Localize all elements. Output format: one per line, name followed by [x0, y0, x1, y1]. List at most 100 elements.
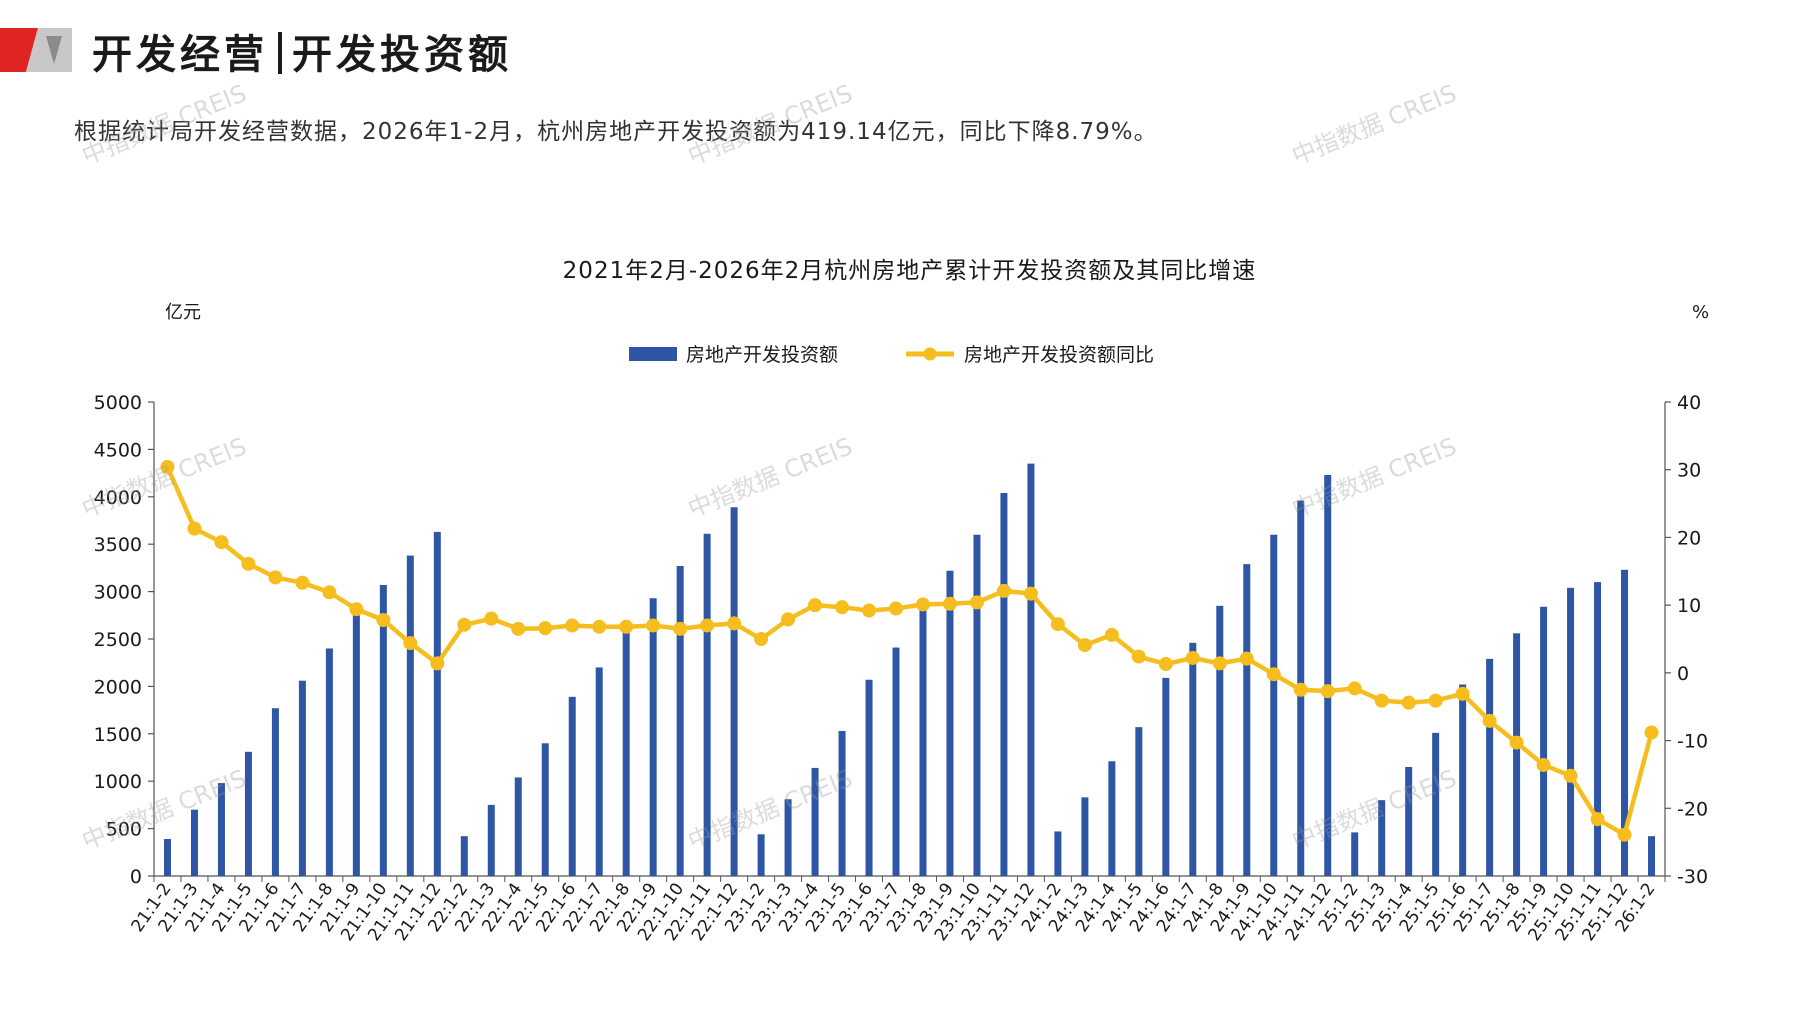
bar [1000, 493, 1008, 876]
bar [1567, 587, 1575, 876]
yoy-point [1509, 735, 1524, 750]
bar [1189, 642, 1197, 876]
y-right-tick-label: 0 [1677, 663, 1689, 685]
yoy-point [1131, 649, 1146, 664]
y-right-tick-label: -30 [1677, 866, 1708, 888]
bar [973, 534, 981, 876]
bar [568, 696, 576, 876]
bar [757, 834, 765, 876]
y-tick-label: 2500 [94, 629, 142, 651]
bar [649, 598, 657, 876]
yoy-point [862, 603, 877, 618]
bar [1486, 658, 1494, 876]
yoy-point [268, 570, 283, 585]
bar [541, 743, 549, 876]
bar [703, 533, 711, 876]
bar [919, 604, 927, 876]
y-tick-label: 500 [106, 819, 142, 841]
bar [1378, 800, 1386, 876]
legend-swatch-marker [923, 347, 937, 361]
yoy-line [165, 466, 1654, 837]
bar [1324, 474, 1332, 876]
bar [1027, 463, 1035, 876]
bar [1459, 684, 1467, 876]
legend-label-line: 房地产开发投资额同比 [964, 344, 1154, 366]
yoy-point [1617, 827, 1632, 842]
yoy-point [1428, 693, 1443, 708]
yoy-point [1347, 681, 1362, 696]
yoy-point [835, 600, 850, 615]
y-axis-label: 亿元 [165, 302, 201, 323]
yoy-point [915, 597, 930, 612]
header-logo-bar [0, 28, 72, 72]
bar [1513, 633, 1521, 876]
yoy-point [457, 617, 472, 632]
y-right-tick-label: 20 [1677, 527, 1701, 549]
yoy-point [969, 595, 984, 610]
bar [325, 648, 333, 876]
yoy-point [781, 612, 796, 627]
title-separator [278, 32, 282, 74]
yoy-point [349, 602, 364, 617]
yoy-point [1374, 693, 1389, 708]
bar [487, 804, 495, 876]
yoy-point [1455, 686, 1470, 701]
yoy-point [160, 460, 175, 475]
yoy-point [1212, 656, 1227, 671]
y-tick-label: 1500 [94, 724, 142, 746]
yoy-point [376, 613, 391, 628]
yoy-point [1644, 725, 1659, 740]
bar [406, 555, 414, 876]
y-tick-label: 4000 [94, 487, 142, 509]
yoy-point [187, 521, 202, 536]
bar [352, 615, 360, 876]
bar [1162, 677, 1170, 876]
yoy-point [1239, 651, 1254, 666]
page-title: 开发经营 开发投资额 [92, 22, 512, 80]
bar [1054, 831, 1062, 876]
bar [1648, 836, 1656, 876]
yoy-point [646, 618, 661, 633]
yoy-point [754, 632, 769, 646]
yoy-point [1050, 617, 1065, 632]
bar [622, 631, 630, 876]
y-right-tick-label: -10 [1677, 731, 1708, 753]
y-right-tick-label: 10 [1677, 595, 1701, 617]
yoy-point [727, 616, 742, 631]
bar [1135, 727, 1143, 876]
bar [1216, 605, 1224, 876]
yoy-point [538, 621, 553, 636]
chart-title: 2021年2月-2026年2月杭州房地产累计开发投资额及其同比增速 [563, 258, 1257, 284]
page-title-topic: 开发投资额 [292, 32, 512, 78]
yoy-point [1482, 713, 1497, 728]
yoy-point [889, 601, 904, 616]
yoy-point [295, 575, 310, 590]
bar [1405, 766, 1413, 876]
bar [838, 730, 846, 876]
yoy-point [592, 619, 607, 634]
yoy-point [430, 656, 445, 671]
yoy-point [996, 583, 1011, 598]
legend-label-bar: 房地产开发投资额 [686, 344, 838, 366]
bar [244, 751, 252, 876]
bar [298, 680, 306, 876]
yoy-point [1320, 684, 1335, 699]
bar [1432, 732, 1440, 876]
bar [1540, 606, 1548, 876]
bar [730, 507, 738, 876]
y-tick-label: 2000 [94, 676, 142, 698]
summary-text: 根据统计局开发经营数据，2026年1-2月，杭州房地产开发投资额为419.14亿… [74, 119, 1158, 145]
yoy-point [1536, 757, 1551, 772]
yoy-point [808, 598, 823, 613]
bar [595, 667, 603, 876]
bar [190, 809, 198, 876]
y-tick-label: 3000 [94, 582, 142, 604]
bar [1351, 832, 1359, 876]
bar [1081, 797, 1089, 876]
y-right-tick-label: 30 [1677, 460, 1701, 482]
yoy-point [484, 611, 499, 626]
y-axis-right-label: % [1692, 302, 1709, 323]
page-title-section: 开发经营 [92, 32, 268, 78]
yoy-point [1104, 627, 1119, 642]
